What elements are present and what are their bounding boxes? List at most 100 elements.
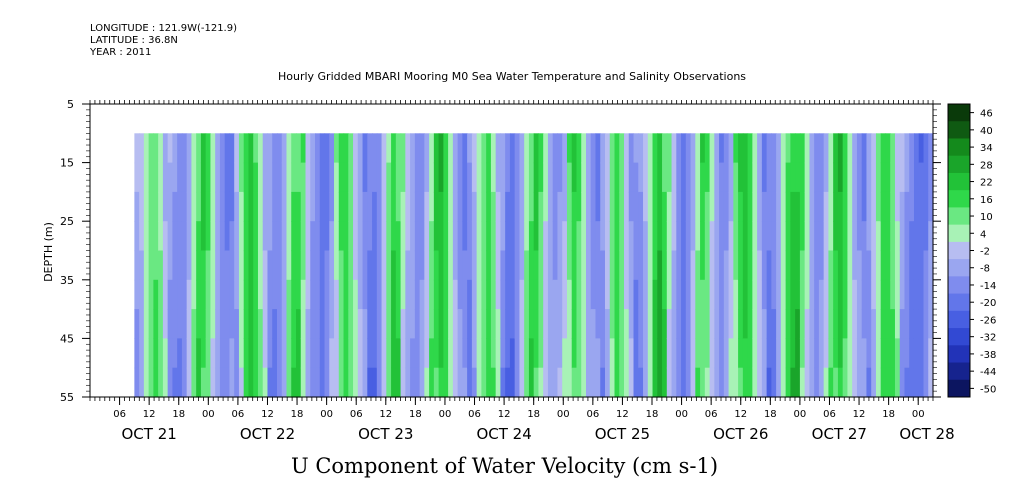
colorbar-swatch [948,121,970,139]
colorbar-label: -14 [980,281,996,292]
heatmap-cell [600,250,606,281]
heatmap-cell [928,309,934,339]
heatmap-cell [509,250,516,281]
heatmap-cell [842,162,849,193]
heatmap-cell [719,191,725,222]
heatmap-cell [752,191,758,222]
heatmap-cell [894,191,901,222]
heatmap-cell [581,162,587,193]
heatmap-cell [153,367,159,398]
heatmap-cell [780,191,787,222]
heatmap-cell [671,250,677,281]
heatmap-cell [847,133,853,164]
heatmap-cell [847,279,853,310]
heatmap-cell [704,367,711,398]
heatmap-cell [319,367,326,398]
heatmap-cell [633,221,639,252]
heatmap-cell [609,338,616,369]
heatmap-cell [904,133,910,164]
heatmap-cell [818,367,825,398]
heatmap-cell [814,338,820,369]
heatmap-cell [847,309,853,339]
heatmap-cell [875,338,882,369]
heatmap-cell [790,367,796,398]
colorbar-label: -2 [980,247,990,258]
heatmap-cell [719,162,725,193]
heatmap-cell [866,338,872,369]
heatmap-cell [305,221,311,252]
heatmap-cell [723,162,730,193]
heatmap-cell [419,162,425,193]
heatmap-cell [234,250,240,281]
y-tick-label: 55 [60,391,74,404]
heatmap-cell [334,221,340,252]
heatmap-cell [552,221,559,252]
heatmap-cell [885,133,891,164]
heatmap-cell [410,250,416,281]
heatmap-cell [638,191,644,222]
heatmap-cell [776,133,782,164]
heatmap-cell [638,309,644,339]
heatmap-cell [785,133,791,164]
heatmap-cell [500,367,506,398]
heatmap-cell [700,162,706,193]
heatmap-cell [814,367,820,398]
heatmap-cell [790,133,796,164]
heatmap-cell [671,133,677,164]
heatmap-cell [657,162,663,193]
heatmap-cell [310,279,316,310]
heatmap-cell [286,367,292,398]
heatmap-cell [505,221,511,252]
heatmap-cell [590,191,597,222]
heatmap-cell [395,309,402,339]
heatmap-cell [562,162,568,193]
heatmap-cell [581,221,587,252]
heatmap-cell [367,250,373,281]
heatmap-cell [624,133,630,164]
heatmap-cell [253,338,259,369]
heatmap-cell [771,162,777,193]
heatmap-cell [528,162,535,193]
heatmap-cell [257,191,264,222]
heatmap-cell [856,338,863,369]
heatmap-cell [894,133,901,164]
heatmap-cell [186,250,193,281]
heatmap-cell [595,191,601,222]
heatmap-cell [771,221,777,252]
heatmap-cell [219,250,226,281]
heatmap-cell [167,133,173,164]
heatmap-cell [738,191,744,222]
heatmap-cell [776,279,782,310]
heatmap-cell [500,133,506,164]
heatmap-cell [733,250,739,281]
heatmap-cell [875,191,882,222]
heatmap-cell [300,309,307,339]
heatmap-cell [571,133,578,164]
heatmap-cell [799,191,806,222]
heatmap-cell [771,367,777,398]
heatmap-cell [799,279,806,310]
heatmap-cell [923,279,929,310]
heatmap-cell [799,367,806,398]
x-tick-label: 18 [527,409,540,420]
heatmap-cell [581,338,587,369]
heatmap-cell [766,338,772,369]
heatmap-cell [210,133,216,164]
heatmap-cell [728,367,734,398]
heatmap-cell [918,221,925,252]
heatmap-cell [928,367,934,398]
heatmap-cell [476,191,482,222]
heatmap-cell [353,162,359,193]
heatmap-cell [847,191,853,222]
x-day-label: OCT 28 [899,425,954,443]
x-tick-label: 18 [882,409,895,420]
heatmap-cell [367,338,373,369]
heatmap-cell [315,133,321,164]
heatmap-cell [690,309,696,339]
heatmap-cell [909,309,915,339]
heatmap-cell [505,191,511,222]
heatmap-cell [495,338,502,369]
heatmap-cell [234,191,240,222]
heatmap-cell [795,162,801,193]
heatmap-cell [162,279,169,310]
